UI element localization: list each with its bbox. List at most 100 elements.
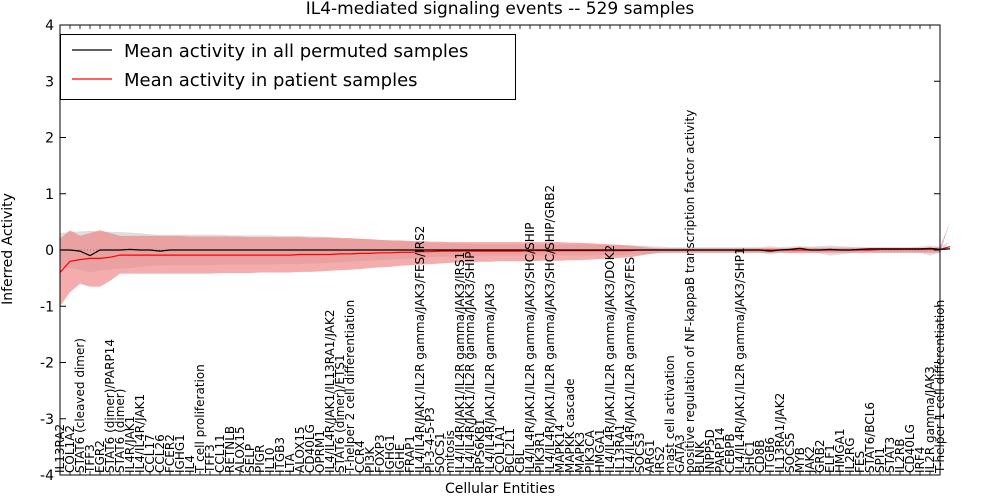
x-tick-label: MAPKK cascade — [563, 378, 577, 473]
series-lines — [59, 246, 951, 273]
x-tick-label: PIK3R1 — [533, 431, 547, 473]
legend-label-permuted: Mean activity in all permuted samples — [124, 41, 468, 62]
x-tick-label: IL4/IL4R/JAK1/IL2R gamma/JAK3/SHP1 — [733, 247, 747, 473]
x-tick-label: IL2RB — [893, 439, 907, 473]
x-tick-label: FOXP3 — [373, 434, 387, 473]
x-tick-label: SOCS5 — [783, 432, 797, 473]
x-tick-label: CD40LG — [303, 424, 317, 473]
x-tick-label: IL2RG — [843, 438, 857, 474]
x-tick-label: positive regulation of NF-kappaB transcr… — [683, 110, 697, 473]
x-tick-label: SOCS3 — [633, 432, 647, 473]
x-tick-label: FCER2 — [163, 434, 177, 473]
x-tick-label: T-helper 2 cell differentiation — [343, 300, 357, 474]
x-tick-label: COL1A1 — [493, 425, 507, 473]
x-tick-label: IRF4 — [913, 447, 927, 473]
x-tick-label: mitosis — [443, 430, 457, 473]
y-tick-label: -1 — [40, 299, 54, 315]
x-tick-label: SPI1 — [873, 447, 887, 473]
x-tick-label: STAT6 (dimer)/PARP14 — [103, 339, 117, 473]
x-tick-label: IL2R gamma/JAK3 — [923, 366, 937, 473]
y-tick-label: -4 — [40, 468, 54, 484]
legend-label-patient: Mean activity in patient samples — [124, 70, 418, 91]
x-tick-label: TFF3 — [83, 444, 97, 474]
x-tick-label: INPP5D — [703, 429, 717, 473]
x-tick-label: ITGB3 — [273, 437, 287, 473]
x-tick-label: FES — [853, 451, 867, 473]
x-tick-label: IL13RA1 — [613, 424, 627, 473]
y-axis-label: Inferred Activity — [0, 193, 16, 305]
legend-box — [60, 34, 516, 100]
y-tick-label: -2 — [40, 356, 54, 372]
patient-mean-line — [59, 246, 951, 273]
x-tick-label: HMGA1 — [833, 428, 847, 473]
x-tick-label: SHC1 — [743, 440, 757, 473]
x-tick-label: T cell proliferation — [193, 364, 207, 474]
x-tick-label: ELF1 — [823, 444, 837, 473]
x-tick-label: IL4/IL4R/JAK1 — [133, 394, 147, 473]
x-tick-label: STAT6 (dimer)/ETS1 — [333, 354, 347, 473]
x-tick-label: MAPK3 — [573, 432, 587, 473]
x-tick-label: COL1A2 — [63, 425, 77, 473]
x-tick-label: CCL17 — [143, 434, 157, 473]
x-tick-label: IL4/IL4R/JAK1/IL13RA1/JAK2 — [323, 310, 337, 474]
y-tick-label: 4 — [45, 18, 54, 34]
x-tick-label: RPS6KB1 — [473, 418, 487, 473]
x-tick-label: FRAP1 — [403, 435, 417, 473]
x-tick-label: ALOX15 — [233, 426, 247, 473]
x-tick-label: BCL2L1 — [503, 428, 517, 473]
x-tick-label: IL4/IL4R/JAK1/IL2R gamma/JAK3/SHC/SHIP — [523, 222, 537, 473]
x-tick-label: PIK3CA — [583, 429, 597, 473]
x-tick-label: IL4/IL4R/JAK1/IL2R gamma/JAK3/SHIP — [463, 252, 477, 473]
x-tick-label: GRB2 — [813, 439, 827, 473]
x-tick-label: JAK2 — [803, 446, 817, 474]
x-axis-label: Cellular Entities — [445, 481, 555, 497]
x-tick-label: IL4/IL4R/JAK1/IL2R gamma/JAK3 — [483, 283, 497, 473]
plot-area-frame — [59, 24, 941, 476]
x-tick-label: MAPK14 — [553, 424, 567, 473]
x-tick-label: IGHE — [393, 444, 407, 473]
x-tick-label: SELP — [243, 444, 257, 473]
x-tick-label: IL4/IL4R/JAK1/IL2R gamma/JAK3/FES — [623, 257, 637, 473]
y-tick-label: 0 — [45, 243, 54, 259]
x-tick-label: RETNLB — [223, 426, 237, 473]
legend: Mean activity in all permuted samples Me… — [60, 34, 516, 100]
x-tick-label: IL4/IL4R/JAK1/IL2R gamma/JAK3/FES/IRS2 — [413, 226, 427, 473]
x-tick-label: IL13RA1/JAK2 — [773, 393, 787, 473]
x-tick-label: CEBPB — [723, 433, 737, 473]
x-tick-label: MYB — [793, 447, 807, 473]
y-tick-label: -3 — [40, 412, 54, 428]
y-tick-label: 2 — [45, 131, 54, 147]
x-tick-label: TFF3 — [203, 444, 217, 474]
x-tick-label: STAT3 — [883, 437, 897, 473]
x-tick-label: CCL26 — [153, 434, 167, 473]
x-tick-label: mast cell activation — [663, 355, 677, 473]
permuted-mean-line — [60, 247, 951, 257]
x-tick-label: OPRM1 — [313, 430, 327, 473]
x-tick-label: GATA3 — [673, 434, 687, 473]
x-tick-label: IL4/IL4R/JAK1/IL2R gamma/JAK3/IRS1 — [453, 252, 467, 473]
x-tick-label: PARP14 — [713, 427, 727, 473]
x-tick-label: IL4/IL4R/JAK1/IL2R gamma/JAK3/DOK2 — [603, 245, 617, 473]
x-tick-label: STAT6 (cleaved dimer) — [73, 338, 87, 473]
x-tick-label: BLNK — [693, 440, 707, 473]
x-tick-label: ALOX15 — [293, 426, 307, 473]
x-tick-label: IL4/IL4R/JAK1/IL2R gamma/JAK3/SHC/SHIP/G… — [543, 185, 557, 473]
x-tick-label: ARG1 — [643, 440, 657, 473]
x-tick-label: IRS2 — [653, 446, 667, 473]
x-tick-label: ITGB6 — [763, 437, 777, 473]
x-tick-label: IL10 — [263, 448, 277, 474]
x-tick-label: STAT6/BCL6 — [863, 402, 877, 473]
y-tick-label: 1 — [45, 187, 54, 203]
x-tick-label: IGHG1 — [173, 434, 187, 473]
x-tick-label: CCL11 — [213, 434, 227, 473]
patient-band — [60, 221, 950, 307]
x-tick-label: CD40LG — [903, 424, 917, 473]
chart-title: IL4-mediated signaling events -- 529 sam… — [306, 0, 695, 19]
x-tick-label: EGR2 — [93, 440, 107, 473]
x-tick-label: PI-3-4-5-P3 — [423, 407, 437, 473]
x-tick-label: CD8B — [753, 440, 767, 474]
x-tick-label: PI3K — [363, 446, 377, 473]
x-tick-label: CBL — [513, 449, 527, 473]
x-tick-label: SOCS1 — [433, 432, 447, 473]
